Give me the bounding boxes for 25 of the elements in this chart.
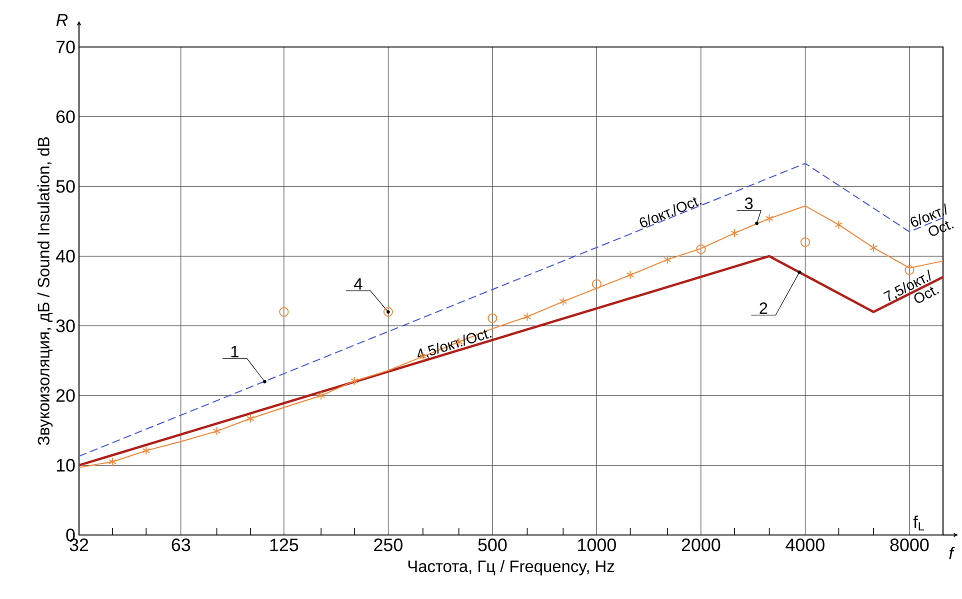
y-tick-label: 40 <box>56 250 75 262</box>
x-tick-label: 4000 <box>786 538 824 552</box>
annotation: f$_{L}$ <box>913 516 924 530</box>
annotation: 1 <box>231 346 238 358</box>
y-tick-label: 10 <box>56 458 75 472</box>
x-tick-label: 125 <box>270 538 298 552</box>
x-tick-label: 250 <box>374 538 402 552</box>
annotation: 6/окт./ Oct. <box>910 203 954 236</box>
x-tick-label: 63 <box>172 538 190 552</box>
y-tick-label: 20 <box>56 389 75 402</box>
y-tick-label: 50 <box>56 180 75 193</box>
x-tick-label: 500 <box>478 538 507 552</box>
x-tick-label: 1000 <box>578 538 616 552</box>
y-tick-label: 70 <box>56 40 75 54</box>
annotation: 3 <box>744 198 753 210</box>
y-tick-label: 60 <box>56 110 75 124</box>
x-axis-title: Частота, Гц / Frequency, Hz <box>408 560 614 576</box>
y-axis-title: Звукоизоляция, дБ / Sound Insulation, dB <box>37 137 53 446</box>
x-tick-label: 8000 <box>890 538 929 552</box>
annotation: 4 <box>354 278 362 290</box>
annotation: 2 <box>760 302 768 314</box>
y-tick-label: 30 <box>56 319 75 332</box>
x-tick-label: 2000 <box>682 538 720 552</box>
text: f <box>949 546 955 560</box>
text: R <box>56 14 68 26</box>
